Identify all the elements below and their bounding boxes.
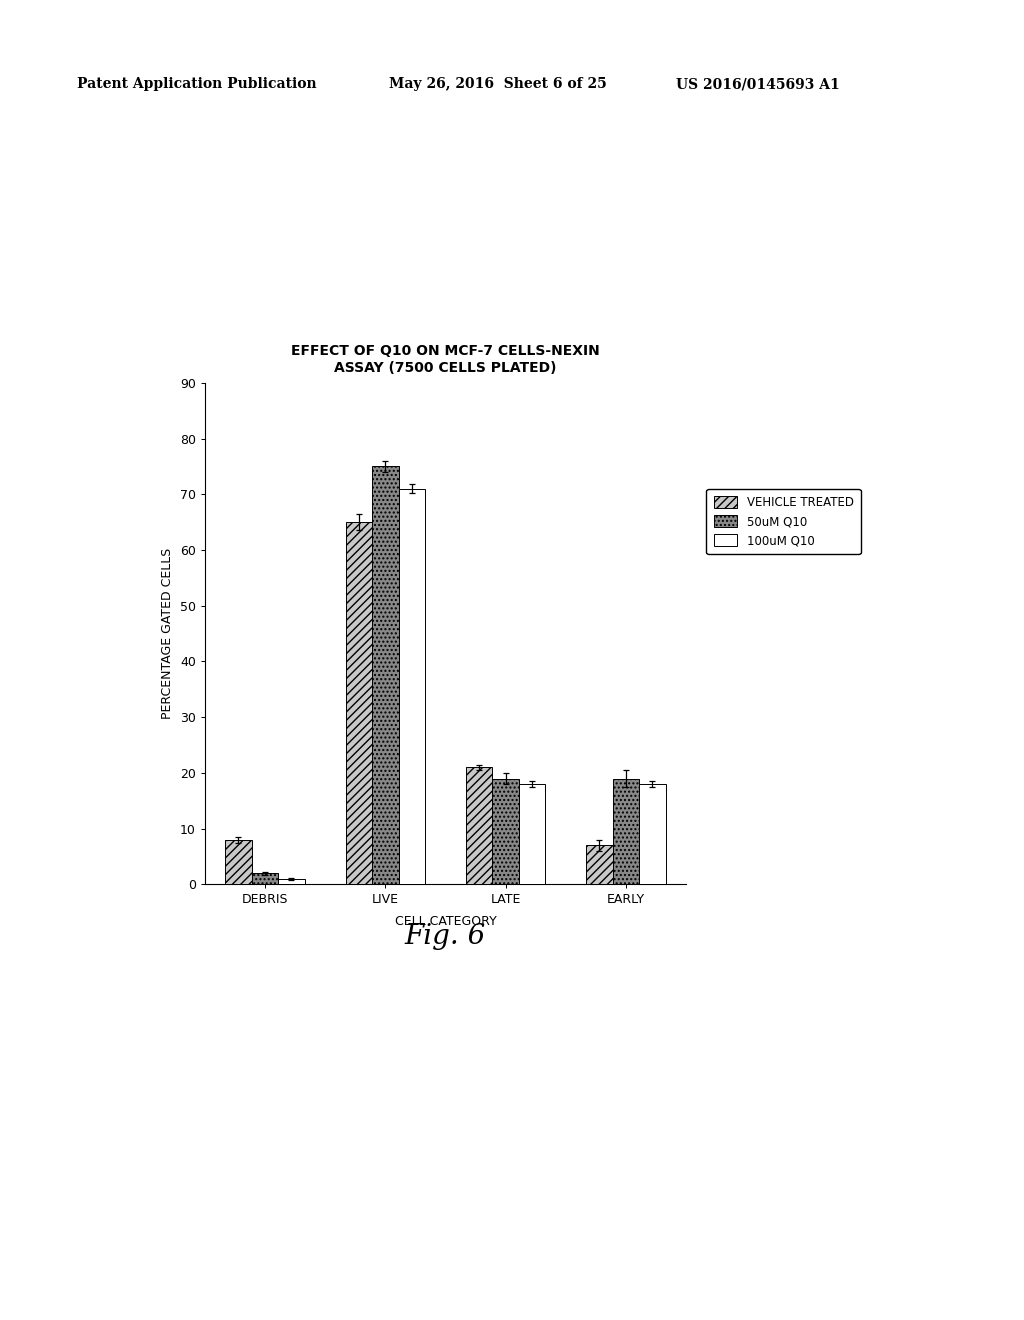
Bar	[612, 779, 639, 884]
Title: EFFECT OF Q10 ON MCF-7 CELLS-NEXIN
ASSAY (7500 CELLS PLATED): EFFECT OF Q10 ON MCF-7 CELLS-NEXIN ASSAY…	[291, 345, 600, 375]
Bar	[345, 523, 372, 884]
Bar	[519, 784, 546, 884]
Bar	[372, 466, 398, 884]
Text: Patent Application Publication: Patent Application Publication	[77, 78, 316, 91]
Bar	[398, 488, 425, 884]
Text: May 26, 2016  Sheet 6 of 25: May 26, 2016 Sheet 6 of 25	[389, 78, 607, 91]
Legend: VEHICLE TREATED, 50uM Q10, 100uM Q10: VEHICLE TREATED, 50uM Q10, 100uM Q10	[707, 488, 860, 554]
Y-axis label: PERCENTAGE GATED CELLS: PERCENTAGE GATED CELLS	[161, 548, 174, 719]
Text: Fig. 6: Fig. 6	[404, 923, 486, 950]
Bar	[466, 767, 493, 884]
Bar	[493, 779, 519, 884]
Text: US 2016/0145693 A1: US 2016/0145693 A1	[676, 78, 840, 91]
Bar	[586, 845, 612, 884]
X-axis label: CELL CATEGORY: CELL CATEGORY	[394, 915, 497, 928]
Bar	[639, 784, 666, 884]
Bar	[252, 874, 279, 884]
Bar	[279, 879, 305, 884]
Bar	[225, 840, 252, 884]
